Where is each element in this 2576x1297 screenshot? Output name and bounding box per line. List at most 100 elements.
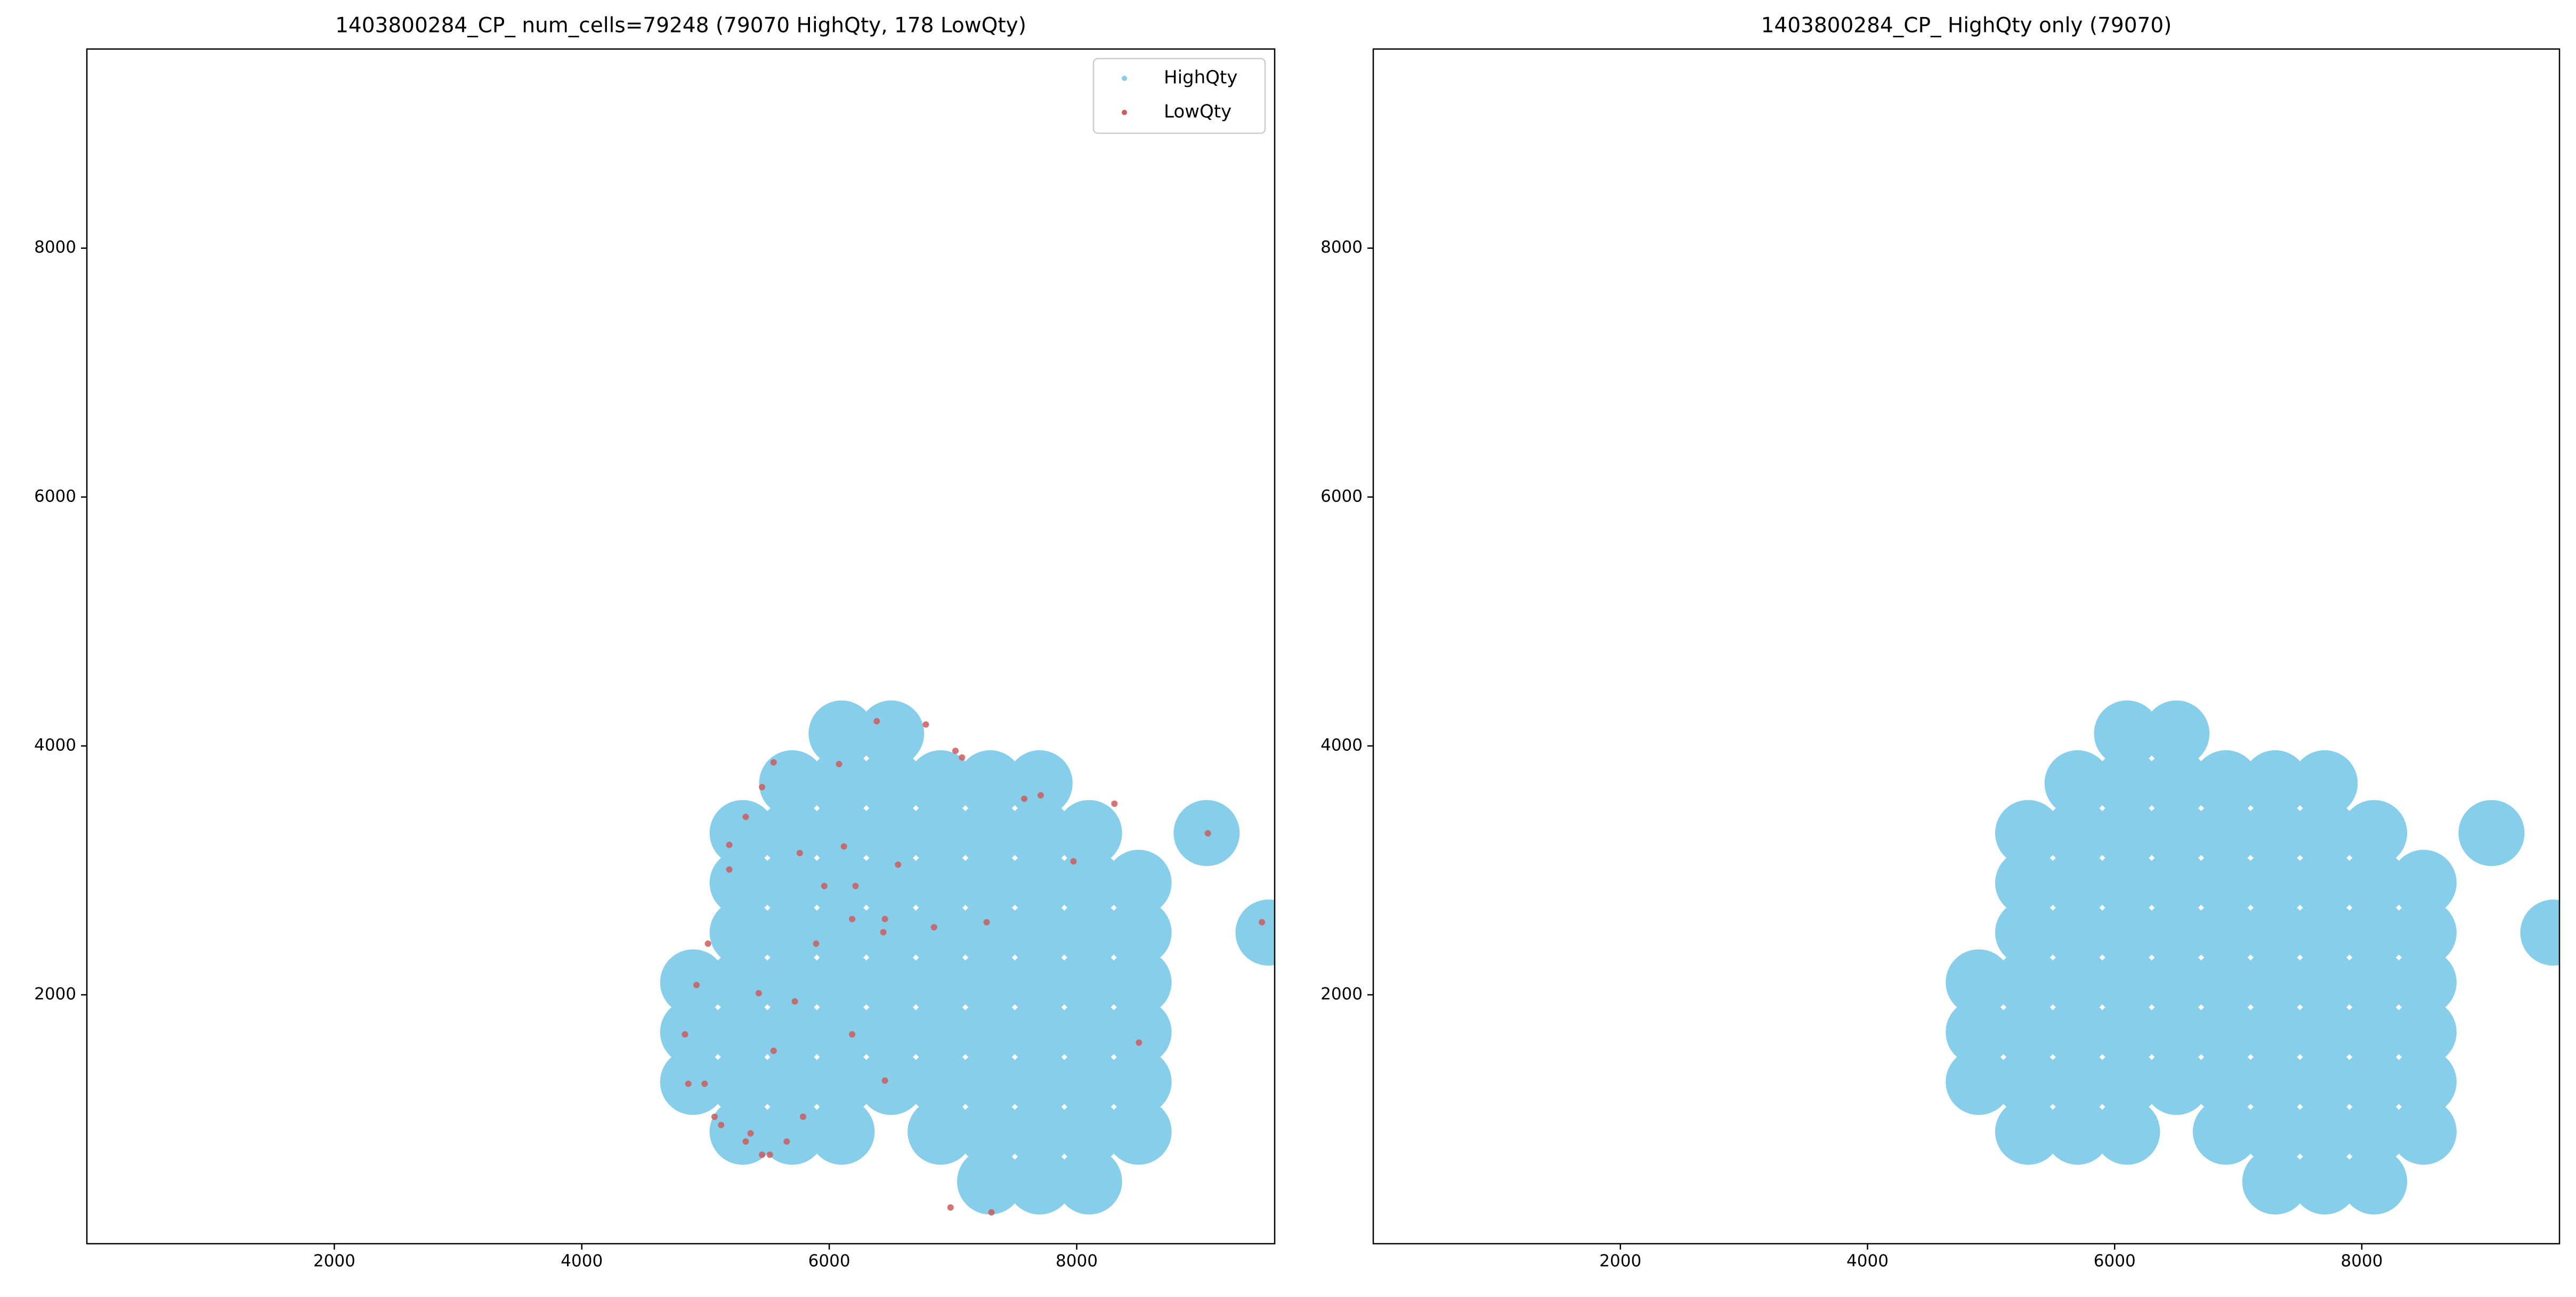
scatter-point (947, 1204, 954, 1211)
scatter-point (1946, 1049, 2012, 1115)
scatter-point (2143, 1049, 2210, 1115)
scatter-point (858, 1049, 925, 1115)
scatter-point (2044, 999, 2111, 1065)
scatter-point (759, 784, 766, 791)
scatter-point (1204, 830, 1211, 837)
scatter-point (1235, 899, 1275, 966)
scatter-point (880, 929, 887, 936)
scatter-point (858, 800, 925, 866)
scatter-point (791, 998, 798, 1005)
scatter-point (2242, 949, 2308, 1016)
scatter-point (2192, 899, 2259, 966)
scatter-point (849, 1031, 856, 1038)
scatter-point (983, 919, 990, 926)
scatter-point (783, 1138, 790, 1145)
y-tick-label: 8000 (1321, 238, 1363, 257)
scatter-point (2291, 899, 2358, 966)
scatter-point (881, 915, 888, 922)
scatter-point (2520, 899, 2559, 966)
scatter-point (2291, 999, 2358, 1065)
scatter-point (704, 940, 711, 947)
scatter-point (873, 718, 880, 725)
scatter-point (685, 1080, 692, 1087)
scatter-point (2044, 800, 2111, 866)
scatter-point (858, 849, 925, 916)
scatter-point (930, 924, 937, 931)
scatter-point (660, 999, 726, 1065)
scatter-point (2341, 800, 2408, 866)
scatter-point (858, 750, 925, 816)
axes-frame (1372, 48, 2561, 1245)
scatter-point (1056, 949, 1122, 1016)
scatter-point (2291, 1148, 2358, 1215)
scatter-point (2192, 999, 2259, 1065)
scatter-point (709, 999, 776, 1065)
scatter-point (2390, 1098, 2457, 1165)
scatter-point (1056, 1049, 1122, 1115)
scatter-point (808, 949, 875, 1016)
scatter-point (957, 949, 1023, 1016)
scatter-point (2341, 1148, 2408, 1215)
scatter-point (957, 750, 1023, 816)
scatter-point (742, 1138, 749, 1145)
scatter-point (682, 1031, 688, 1038)
scatter-point (2291, 1049, 2358, 1115)
scatter-point (718, 1122, 725, 1129)
x-tick-label: 8000 (1056, 1252, 1098, 1271)
x-tick-label: 4000 (1846, 1252, 1889, 1271)
scatter-point (2242, 849, 2308, 916)
scatter-point (881, 1077, 888, 1084)
y-tick-label: 2000 (34, 984, 76, 1003)
scatter-point (1995, 1098, 2061, 1165)
scatter-point (742, 813, 749, 820)
scatter-point (2341, 999, 2408, 1065)
scatter-point (908, 949, 974, 1016)
scatter-point (759, 899, 825, 966)
scatter-point (1136, 1039, 1143, 1046)
x-tick-label: 2000 (1599, 1252, 1641, 1271)
scatter-point (2242, 1098, 2308, 1165)
plot-area (1946, 700, 2559, 1215)
scatter-point (1995, 949, 2061, 1016)
scatter-point (1946, 949, 2012, 1016)
scatter-point (1006, 999, 1073, 1065)
scatter-point (747, 1130, 754, 1137)
scatter-point (759, 949, 825, 1016)
scatter-point (2242, 800, 2308, 866)
scatter-point (1056, 800, 1122, 866)
scatter-point (1006, 750, 1073, 816)
y-tick-label: 6000 (1321, 487, 1363, 506)
scatter-point (1056, 999, 1122, 1065)
scatter-point (1259, 919, 1266, 926)
scatter-point (808, 800, 875, 866)
y-tick-label: 4000 (34, 735, 76, 755)
scatter-point (858, 899, 925, 966)
scatter-point (1105, 1098, 1172, 1165)
scatter-point (2044, 849, 2111, 916)
scatter-point (2242, 750, 2308, 816)
scatter-point (755, 990, 762, 996)
scatter-point (821, 882, 828, 889)
scatter-point (2143, 999, 2210, 1065)
x-tick-label: 6000 (808, 1252, 850, 1271)
scatter-point (2242, 999, 2308, 1065)
legend-marker (1122, 110, 1127, 115)
scatter-point (709, 949, 776, 1016)
scatter-point (2094, 750, 2160, 816)
scatter-point (701, 1080, 708, 1087)
scatter-point (2291, 949, 2358, 1016)
legend-box (1092, 58, 1266, 134)
scatter-point (2094, 800, 2160, 866)
scatter-point (840, 843, 847, 850)
scatter-point (908, 800, 974, 866)
scatter-point (2094, 949, 2160, 1016)
scatter-point (2094, 700, 2160, 767)
scatter-point (908, 1049, 974, 1115)
plot-area (660, 700, 1275, 1216)
scatter-point (836, 760, 843, 767)
scatter-point (1006, 849, 1073, 916)
scatter-point (2192, 949, 2259, 1016)
scatter-point (759, 849, 825, 916)
scatter-point (895, 861, 902, 868)
scatter-point (1946, 999, 2012, 1065)
